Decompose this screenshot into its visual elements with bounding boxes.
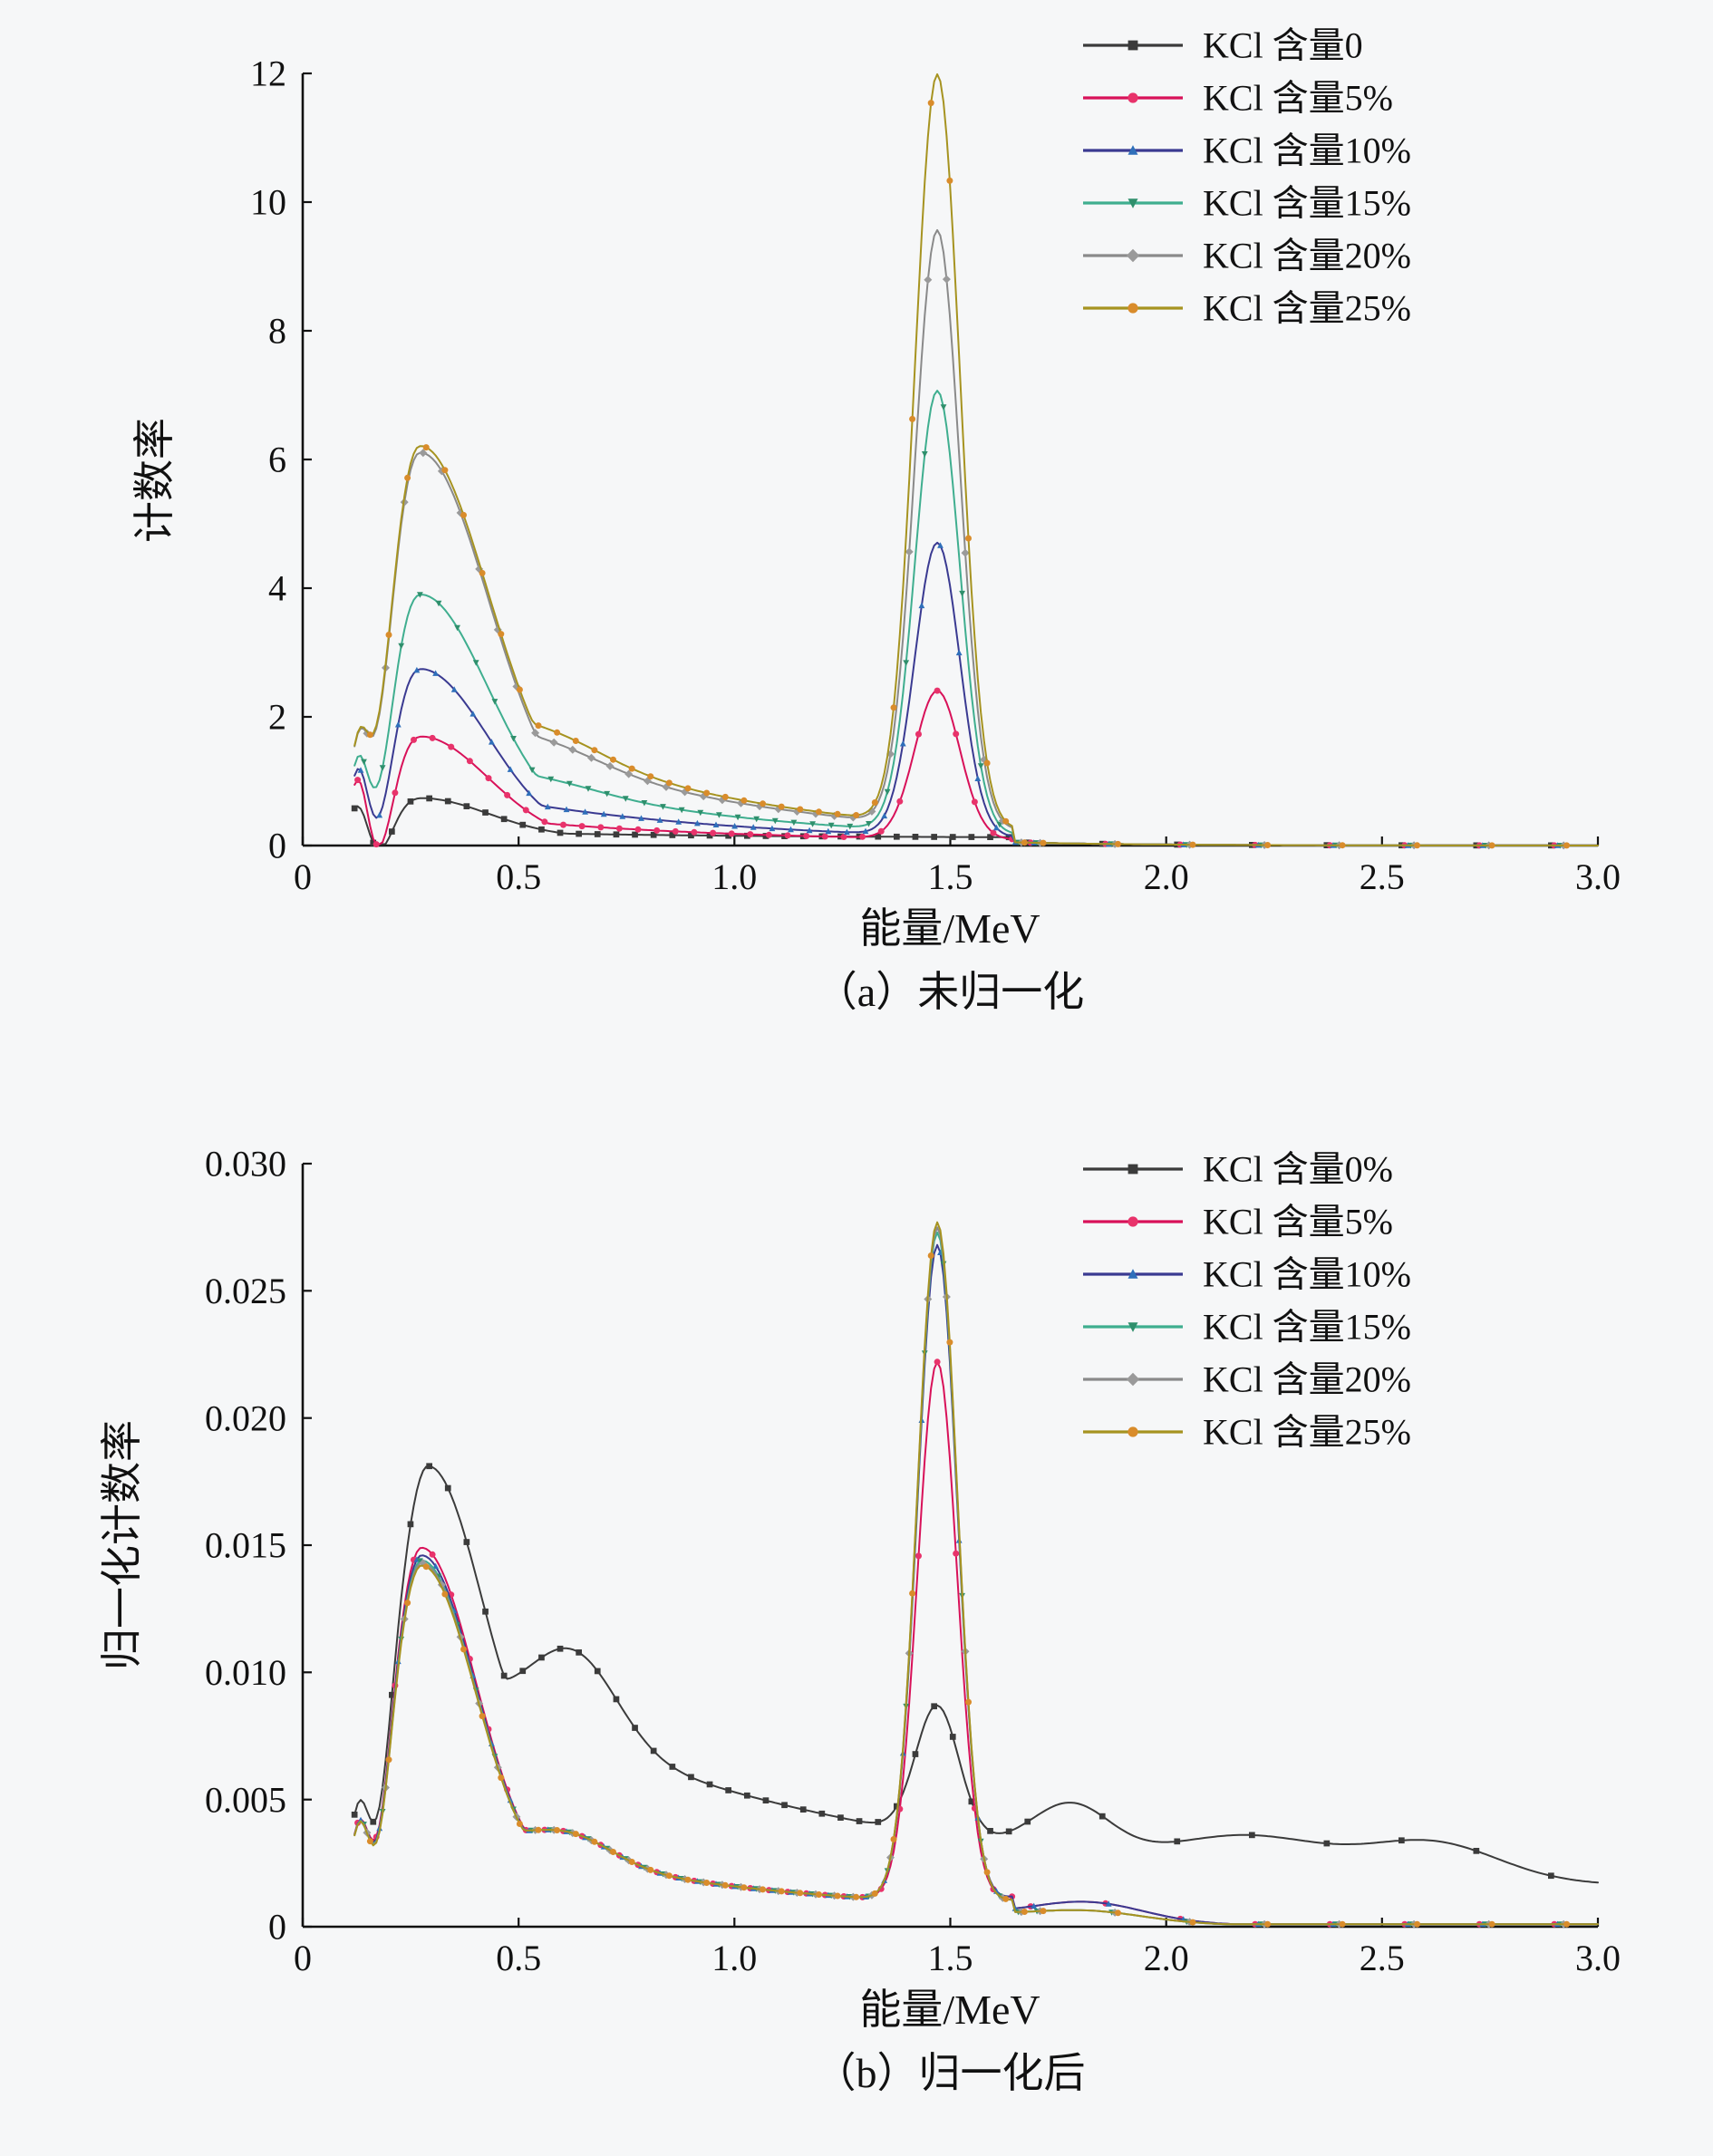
svg-text:1.0: 1.0 [711, 1938, 757, 1978]
svg-text:0: 0 [268, 826, 286, 866]
svg-text:KCl 含量5%: KCl 含量5% [1203, 78, 1393, 119]
svg-text:KCl 含量15%: KCl 含量15% [1203, 183, 1411, 224]
svg-text:2: 2 [268, 697, 286, 738]
svg-text:3.0: 3.0 [1575, 1938, 1621, 1978]
svg-text:计数率: 计数率 [131, 418, 178, 543]
svg-text:0.5: 0.5 [496, 856, 541, 897]
svg-text:0.5: 0.5 [496, 1938, 541, 1978]
svg-text:0.010: 0.010 [205, 1652, 286, 1693]
svg-text:2.0: 2.0 [1144, 856, 1189, 897]
svg-text:4: 4 [268, 568, 286, 609]
svg-text:能量/MeV: 能量/MeV [859, 1987, 1040, 2033]
svg-text:（a）未归一化: （a）未归一化 [816, 969, 1084, 1015]
svg-text:能量/MeV: 能量/MeV [859, 905, 1040, 952]
svg-text:3.0: 3.0 [1575, 856, 1621, 897]
svg-text:KCl 含量25%: KCl 含量25% [1203, 288, 1411, 329]
svg-text:KCl 含量20%: KCl 含量20% [1203, 1359, 1411, 1400]
svg-text:8: 8 [268, 311, 286, 352]
svg-text:KCl 含量0: KCl 含量0 [1203, 25, 1363, 66]
svg-text:2.5: 2.5 [1360, 856, 1405, 897]
svg-text:0.005: 0.005 [205, 1779, 286, 1820]
svg-text:1.0: 1.0 [711, 856, 757, 897]
svg-text:（b）归一化后: （b）归一化后 [815, 2050, 1086, 2096]
svg-text:KCl 含量20%: KCl 含量20% [1203, 236, 1411, 276]
svg-text:1.5: 1.5 [928, 856, 973, 897]
svg-text:0.025: 0.025 [205, 1271, 286, 1311]
svg-text:12: 12 [250, 53, 286, 94]
svg-text:0: 0 [294, 1938, 312, 1978]
svg-text:1.5: 1.5 [928, 1938, 973, 1978]
svg-text:0.030: 0.030 [205, 1144, 286, 1184]
svg-text:6: 6 [268, 440, 286, 480]
svg-text:KCl 含量0%: KCl 含量0% [1203, 1149, 1393, 1190]
svg-text:0: 0 [268, 1907, 286, 1948]
svg-text:KCl 含量25%: KCl 含量25% [1203, 1412, 1411, 1453]
svg-text:2.0: 2.0 [1144, 1938, 1189, 1978]
svg-text:0.015: 0.015 [205, 1525, 286, 1566]
svg-text:KCl 含量5%: KCl 含量5% [1203, 1202, 1393, 1242]
svg-text:KCl 含量10%: KCl 含量10% [1203, 1254, 1411, 1295]
svg-text:KCl 含量10%: KCl 含量10% [1203, 131, 1411, 171]
svg-text:KCl 含量15%: KCl 含量15% [1203, 1307, 1411, 1348]
svg-text:归一化计数率: 归一化计数率 [99, 1420, 145, 1670]
svg-text:10: 10 [250, 182, 286, 223]
svg-text:0: 0 [294, 856, 312, 897]
svg-text:2.5: 2.5 [1360, 1938, 1405, 1978]
svg-text:0.020: 0.020 [205, 1397, 286, 1438]
